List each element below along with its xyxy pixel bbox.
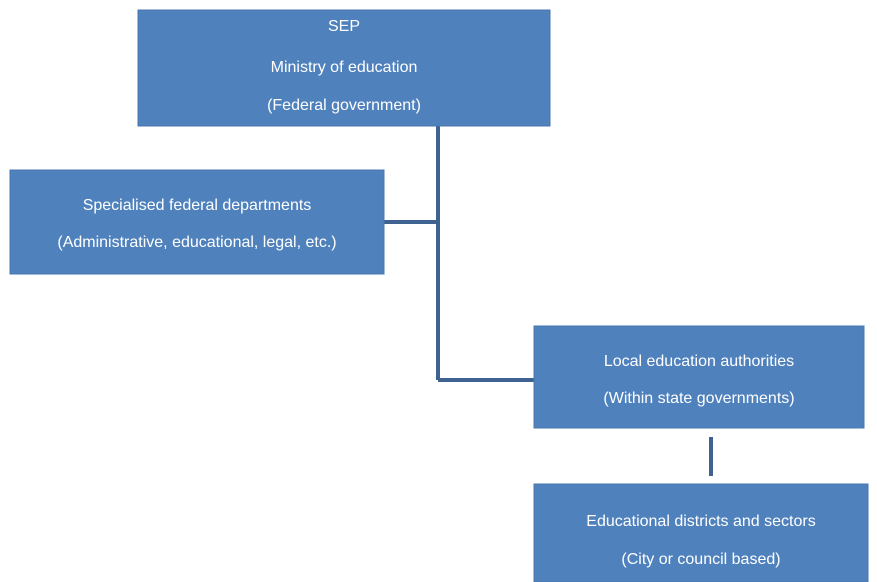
node-label: (Within state governments) <box>603 390 794 407</box>
node-box <box>9 169 385 275</box>
node-label: (City or council based) <box>621 551 780 568</box>
node-label: (Federal government) <box>267 97 421 114</box>
nodes: SEP Ministry of education (Federal governm… <box>9 9 869 582</box>
node-label: Specialised federal departments <box>83 197 312 214</box>
node-label: Local education authorities <box>604 353 794 370</box>
node-label: Ministry of education <box>271 59 418 76</box>
node-box <box>533 483 869 582</box>
connector <box>384 126 534 382</box>
node-label: Educational districts and sectors <box>586 513 815 530</box>
node-box <box>533 325 865 429</box>
node-label: SEP <box>328 18 360 35</box>
node-box <box>137 9 551 127</box>
node-label: (Administrative, educational, legal, etc… <box>57 234 336 251</box>
